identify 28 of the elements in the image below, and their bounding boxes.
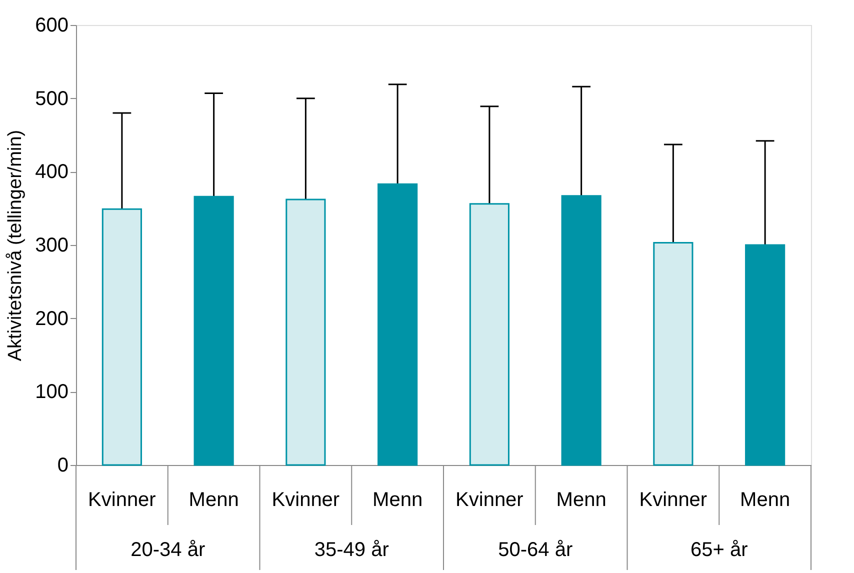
text: Kvinner (639, 489, 708, 511)
series-label: Menn (372, 489, 423, 511)
x-tick-label: 35-49 år (314, 539, 390, 561)
bar (194, 196, 234, 466)
bar (653, 242, 694, 466)
series-label: Kvinner (88, 489, 156, 511)
bar (745, 244, 786, 466)
x-tick-label: 65+ år (690, 539, 748, 561)
y-tick-label: 100 (35, 381, 68, 404)
y-axis-title: Aktivitetsnivå (tellinger/min) (5, 130, 26, 362)
bar (102, 208, 142, 466)
text: Kvinner (272, 489, 340, 511)
text: Menn (556, 489, 606, 511)
text: Kvinner (456, 489, 524, 511)
y-tick-label: 600 (35, 14, 68, 36)
y-tick-label: 0 (57, 454, 68, 476)
bar (469, 203, 510, 466)
x-tick-label: 50-64 år (498, 539, 573, 561)
text: Menn (740, 489, 790, 511)
bar (561, 195, 602, 466)
y-tick-label: 200 (35, 308, 68, 330)
y-tick-label: 300 (35, 234, 68, 256)
bar (286, 198, 326, 466)
x-tick-label: 20-34 år (130, 539, 206, 561)
text: Menn (188, 489, 239, 511)
y-tick-label: 500 (35, 88, 68, 110)
y-tick-label: 400 (35, 161, 68, 184)
bar (378, 183, 418, 466)
